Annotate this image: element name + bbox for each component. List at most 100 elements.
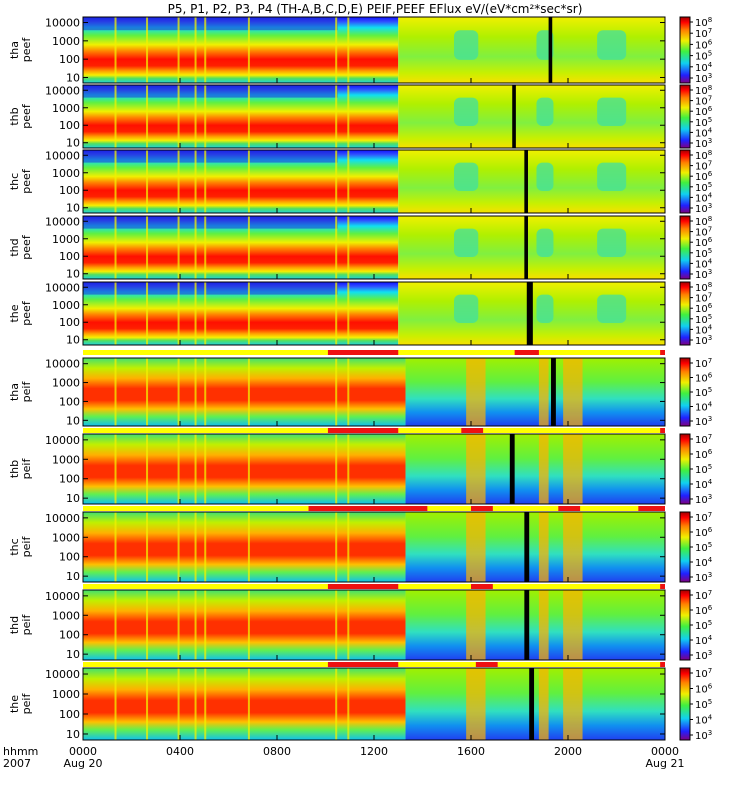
colorbar-tick-base: 10 (695, 238, 708, 249)
mode-bar-thb-peif (83, 506, 665, 511)
colorbar-tick-label-2: 105 (695, 463, 712, 476)
spectrogram-feature-5 (247, 434, 250, 504)
colorbar-tick-label-0: 108 (695, 84, 712, 97)
y-tick-label-1: 1000 (52, 102, 80, 115)
colorbar-tick-label-0: 107 (695, 357, 712, 370)
colorbar-tick-exponent: 4 (708, 323, 713, 331)
spectrogram-feature-1 (146, 668, 149, 740)
colorbar-tick-exponent: 6 (708, 105, 713, 113)
colorbar-tick-base: 10 (695, 183, 708, 194)
x-tick-label-5: 2000 (554, 745, 582, 758)
y-tick-label-2: 100 (59, 551, 80, 564)
colorbar-tick-base: 10 (695, 304, 708, 315)
spectrogram-feature-0 (114, 282, 117, 345)
y-tick-label-2: 100 (59, 395, 80, 408)
colorbar (679, 84, 691, 149)
spectrogram-feature-2 (177, 590, 180, 660)
spectrogram-feature-3 (194, 150, 197, 213)
colorbar (679, 281, 691, 346)
colorbar-tick-base: 10 (695, 86, 708, 97)
y-axis-label-product: peef (20, 234, 33, 260)
colorbar-tick-exponent: 4 (708, 556, 713, 564)
colorbar (679, 16, 691, 84)
x-tick-label-1: 0400 (166, 745, 194, 758)
x-tick-label-0: 0000 (69, 745, 97, 758)
x-tick-label-2: 0800 (263, 745, 291, 758)
spectrogram-feature-2 (177, 668, 180, 740)
colorbar-tick-base: 10 (695, 435, 708, 446)
spectrogram-feature-4 (204, 512, 207, 582)
colorbar-tick-label-2: 106 (695, 105, 713, 118)
spectrogram-feature-0 (114, 216, 117, 279)
colorbar-tick-exponent: 7 (708, 511, 712, 519)
y-tick-label-0: 10000 (45, 668, 80, 681)
colorbar-tick-label-1: 106 (695, 604, 713, 617)
colorbar-tick-base: 10 (695, 669, 708, 680)
mode-bar-segment-1 (471, 506, 493, 511)
spectrogram-feature-3 (194, 216, 197, 279)
colorbar-tick-label-5: 103 (695, 137, 712, 150)
colorbar-tick-base: 10 (695, 606, 708, 617)
spectrogram-flux-stripe-2 (563, 434, 583, 504)
data-gap-0 (524, 216, 528, 279)
y-tick-label-2: 100 (59, 250, 80, 263)
spectrogram-flux-patch-0 (454, 162, 479, 191)
spectrogram-flux-stripe-2 (563, 358, 583, 426)
colorbar-tick-exponent: 6 (708, 236, 713, 244)
colorbar-tick-label-0: 107 (695, 589, 712, 602)
y-axis-label-product: peif (20, 381, 33, 403)
colorbar-tick-base: 10 (695, 528, 708, 539)
x-date-label-start: Aug 20 (64, 757, 103, 770)
spectrogram-feature-6 (335, 150, 338, 213)
colorbar-tick-base: 10 (695, 228, 708, 239)
y-axis-label-product: peef (20, 168, 33, 194)
colorbar-tick-label-3: 105 (695, 116, 712, 129)
colorbar-tick-base: 10 (695, 128, 708, 139)
colorbar-tick-base: 10 (695, 40, 708, 51)
data-gap-0 (526, 282, 533, 345)
colorbar-tick-base: 10 (695, 151, 708, 162)
colorbar-tick-exponent: 7 (708, 27, 712, 35)
spectrogram-flux-stripe-0 (466, 358, 486, 426)
spectrogram-flux-stripe-1 (538, 434, 549, 504)
spectrogram-feature-5 (247, 512, 250, 582)
y-tick-label-0: 10000 (45, 149, 80, 162)
colorbar-tick-label-1: 106 (695, 372, 713, 385)
spectrogram-feature-6 (335, 668, 338, 740)
colorbar-tick-label-2: 105 (695, 386, 712, 399)
colorbar-tick-exponent: 6 (708, 683, 713, 691)
mode-bar-segment-0 (327, 428, 399, 433)
spectrogram-feature-2 (177, 216, 180, 279)
colorbar-tick-label-1: 106 (695, 448, 713, 461)
spectrogram-flux-stripe-0 (466, 590, 486, 660)
y-axis-label: thdpeef (8, 234, 33, 260)
x-axis-label-hhmm: hhmm (3, 745, 38, 758)
spectrogram-flux-stripe-1 (538, 358, 549, 426)
colorbar-tick-exponent: 5 (708, 181, 712, 189)
data-gap-0 (529, 668, 535, 740)
spectrogram-feature-3 (194, 668, 197, 740)
mode-bar-segment-1 (471, 584, 493, 589)
y-tick-label-1: 1000 (52, 453, 80, 466)
spectrogram-feature-4 (204, 85, 207, 148)
colorbar-tick-base: 10 (695, 118, 708, 129)
mode-bar-segment-2 (660, 350, 665, 355)
spectrogram-late-region (405, 358, 665, 426)
colorbar-tick-exponent: 7 (708, 160, 712, 168)
y-tick-label-3: 10 (66, 334, 80, 347)
spectrogram-early-region (83, 512, 406, 582)
spectrogram-feature-5 (247, 85, 250, 148)
y-tick-label-0: 10000 (45, 590, 80, 603)
spectrogram-feature-2 (177, 17, 180, 83)
y-tick-label-2: 100 (59, 708, 80, 721)
y-axis-label-product: peif (20, 693, 33, 715)
colorbar-tick-label-0: 108 (695, 281, 712, 294)
y-axis-label: thcpeef (8, 168, 33, 194)
colorbar (679, 433, 691, 505)
y-tick-label-0: 10000 (45, 281, 80, 294)
y-tick-label-3: 10 (66, 137, 80, 150)
spectrogram-early-region (83, 358, 406, 426)
spectrogram-feature-1 (146, 590, 149, 660)
